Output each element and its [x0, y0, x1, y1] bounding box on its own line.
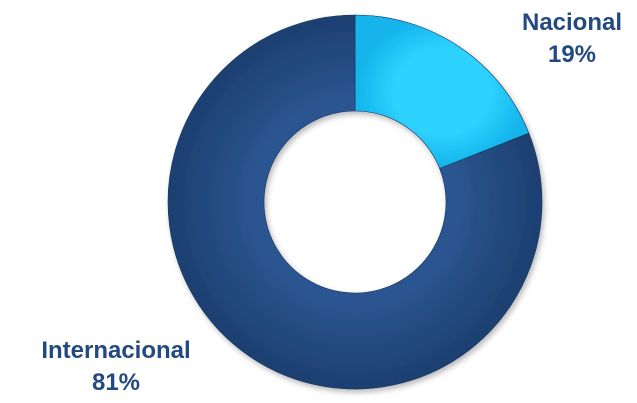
label-value-nacional: 19% [548, 41, 596, 68]
slice-nacional [354, 14, 530, 169]
label-nacional: Nacional 19% [522, 9, 622, 68]
slice-internacional [167, 14, 543, 390]
label-value-internacional: 81% [92, 369, 140, 396]
label-internacional: Internacional 81% [41, 337, 190, 396]
label-name-internacional: Internacional [41, 337, 190, 364]
label-name-nacional: Nacional [522, 9, 622, 36]
